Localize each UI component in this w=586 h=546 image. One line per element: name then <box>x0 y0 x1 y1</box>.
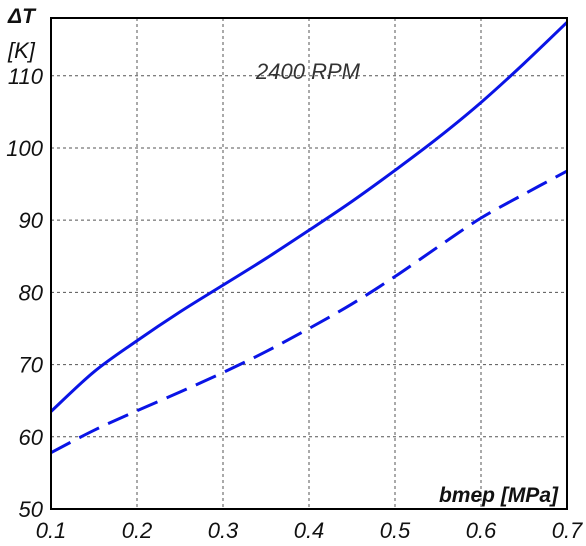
y-axis-unit: [K] <box>7 38 36 63</box>
tick-labels: 0.1 0.2 0.3 0.4 0.5 0.6 0.7 50 60 70 80 90 100 110 <box>6 64 583 543</box>
dashed-series-line <box>50 169 568 455</box>
x-tick-label: 0.2 <box>122 518 153 543</box>
plot-frame <box>50 17 568 510</box>
y-tick-label: 100 <box>6 136 43 161</box>
y-axis-symbol: ΔT <box>7 5 37 28</box>
y-tick-label: 90 <box>19 208 44 233</box>
x-tick-label: 0.4 <box>294 518 325 543</box>
grid <box>51 18 567 509</box>
x-tick-label: 0.7 <box>552 518 583 543</box>
x-tick-label: 0.3 <box>208 518 239 543</box>
y-tick-label: 110 <box>8 64 44 89</box>
y-tick-label: 60 <box>19 425 44 450</box>
rpm-annotation: 2400 RPM <box>255 59 361 84</box>
y-tick-label: 50 <box>19 497 44 522</box>
y-tick-label: 70 <box>19 353 44 378</box>
series-layer <box>49 21 569 455</box>
x-tick-label: 0.5 <box>380 518 411 543</box>
y-tick-label: 80 <box>19 280 44 305</box>
x-tick-label: 0.6 <box>466 518 497 543</box>
solid-series-line <box>49 21 569 413</box>
x-axis-label: bmep [MPa] <box>439 484 559 507</box>
x-tick-label: 0.1 <box>36 518 67 543</box>
